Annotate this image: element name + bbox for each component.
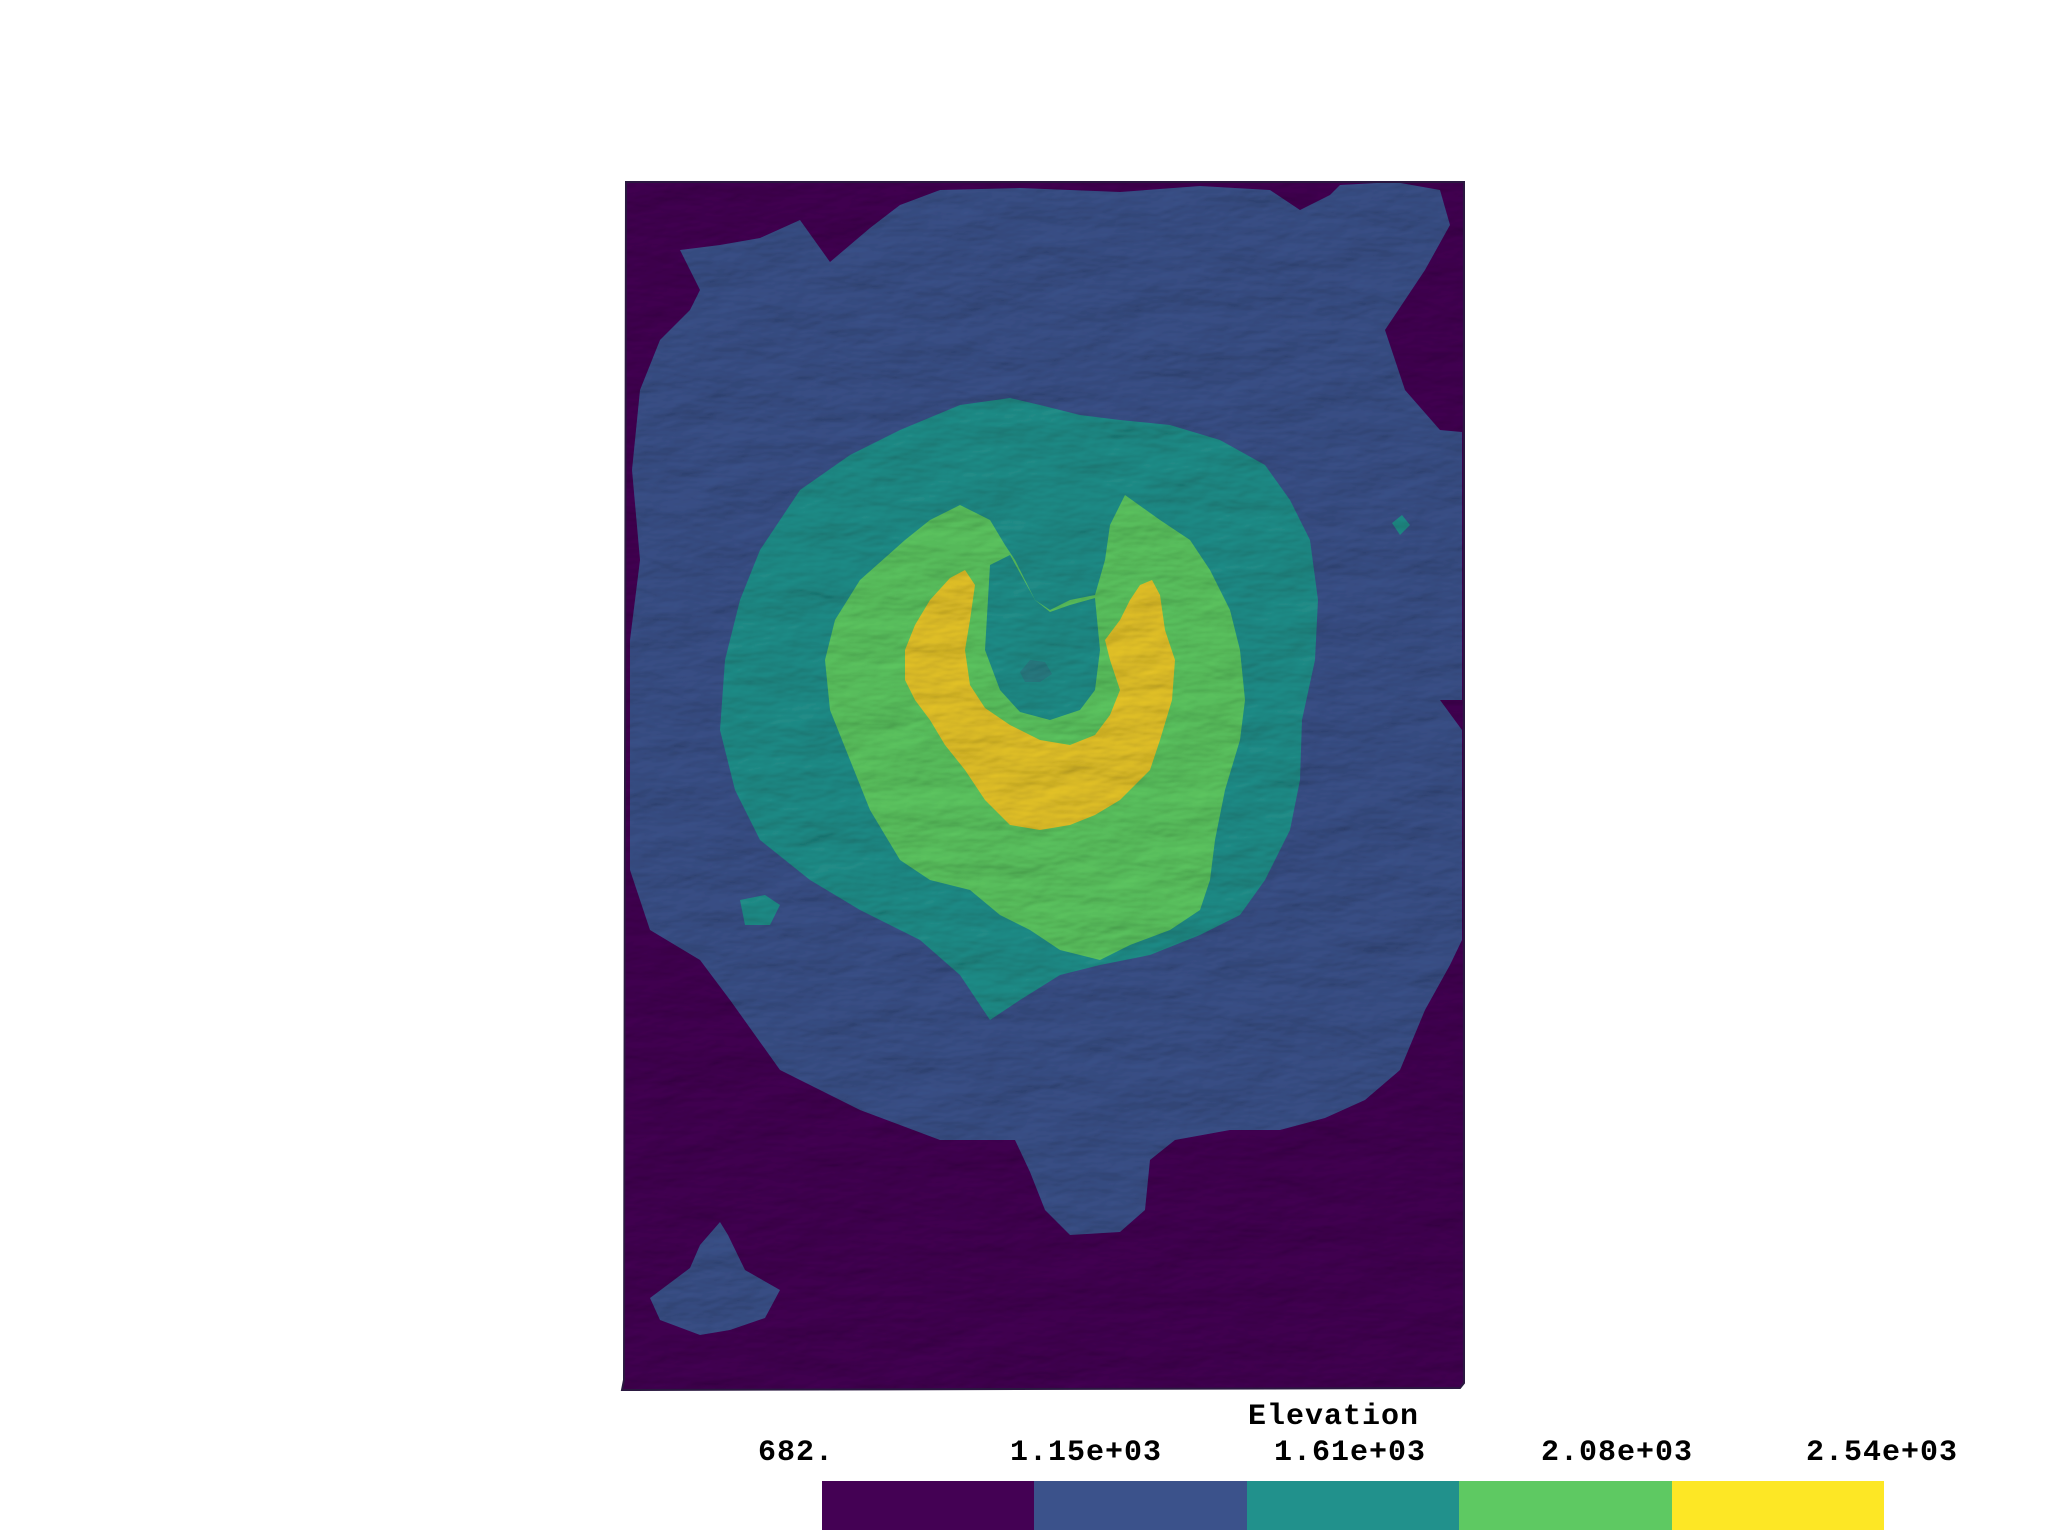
terrain-surface [622,182,1464,1390]
band-patch [1392,515,1410,535]
terrain-outline [620,181,1465,1392]
central-cone [1020,660,1052,682]
band-high-rim [905,570,1175,830]
crater-floor [985,555,1100,720]
